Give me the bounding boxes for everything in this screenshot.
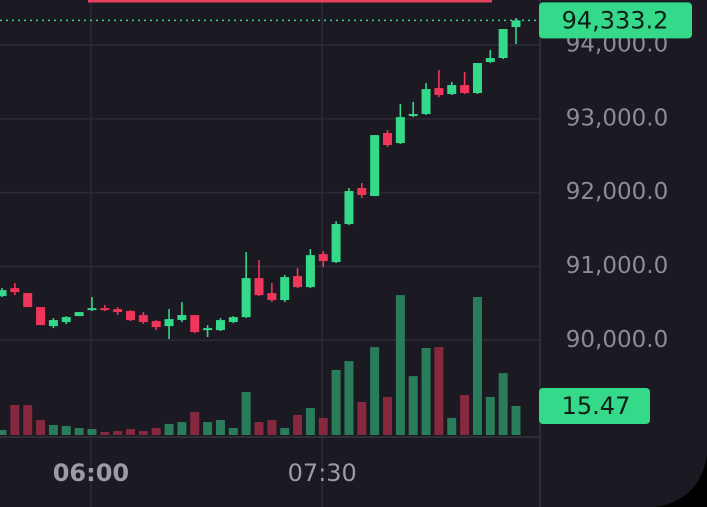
candle-body [10,288,20,293]
volume-bar [344,361,354,435]
x-tick-label: 07:30 [288,459,357,487]
volume-bar [228,428,238,435]
candle-body [305,255,315,288]
candle-body [228,317,238,323]
candle-body [87,308,97,311]
volume-bar [241,392,251,435]
candle-body [472,63,482,94]
candle-body [370,135,380,197]
candle-body [331,224,341,263]
candle-body [511,20,521,28]
volume-badge [539,387,650,424]
candle-body [190,315,200,333]
price-badge [539,2,692,39]
y-tick-label: 91,000.0 [566,253,668,279]
volume-bar [61,426,71,435]
candle-body [293,276,303,288]
volume-bar [408,376,418,435]
volume-bar [383,396,392,435]
candle-body [357,188,367,196]
volume-bar [498,373,508,435]
volume-bar [254,422,264,435]
candle-body [61,317,71,323]
volume-bar [357,402,367,435]
candle-body [241,278,251,318]
candle-body [48,320,58,327]
candle-body [164,319,174,327]
volume-bar [267,420,277,435]
volume-bar [331,369,341,435]
corner [655,455,707,507]
volume-bar [190,411,200,435]
volume-bar [447,417,457,435]
candle-body [421,89,431,115]
volume-bar [472,297,482,435]
candle-body [408,114,418,117]
volume-bar [485,396,495,435]
candle-body [383,133,392,146]
y-tick-label: 92,000.0 [566,179,668,205]
volume-bar [395,295,405,435]
candle-body [151,321,161,328]
candle-body [460,85,470,94]
volume-bar [36,420,46,435]
candle-body [344,191,354,225]
candle-body [74,312,84,317]
candle-body [498,29,508,59]
volume-bar [460,395,470,435]
volume-bar [293,414,303,435]
candle-body [126,311,135,321]
candle-body [254,278,264,296]
volume-bar [48,425,58,435]
volume-bar [177,422,187,435]
volume-badge-label: 15.47 [562,392,631,420]
candle-body [280,277,290,301]
candle-body [318,254,328,262]
price-badge-label: 94,333.2 [562,6,669,34]
volume-bar [305,408,315,435]
volume-bar [215,420,225,435]
volume-bar [138,431,148,435]
candles [0,18,521,340]
volume-bar [23,405,33,435]
candle-body [100,308,110,311]
candle-body [395,117,405,144]
candle-body [267,293,277,301]
x-tick-label: 06:00 [53,459,129,487]
volume-bar [151,428,161,435]
volume-bar [203,422,213,435]
volume-bar [100,432,110,435]
volume-bar [421,348,431,435]
axis: 90,000.091,000.092,000.093,000.094,000.0… [0,2,692,487]
candle-body [0,290,7,297]
volume-bar [434,347,444,435]
candle-body [215,320,225,331]
volume-bar [0,429,7,435]
volume-bar [511,405,521,435]
candle-body [36,307,46,326]
candle-body [113,309,123,313]
candle-body [485,58,495,63]
candle-body [434,88,444,96]
candle-body [23,293,33,308]
candle-body [203,328,213,331]
y-tick-label: 93,000.0 [566,105,668,131]
volume-bar [113,431,123,435]
volume-bar [126,429,135,435]
volume-pane [0,295,521,435]
volume-bar [10,405,20,435]
volume-bar [164,423,174,435]
candle-body [177,315,187,321]
volume-bar [370,347,380,435]
volume-bar [74,428,84,435]
y-tick-label: 90,000.0 [566,327,668,353]
candle-body [138,315,148,323]
volume-bar [280,428,290,435]
volume-bar [318,417,328,435]
volume-bar [87,429,97,435]
candle-body [447,85,457,95]
